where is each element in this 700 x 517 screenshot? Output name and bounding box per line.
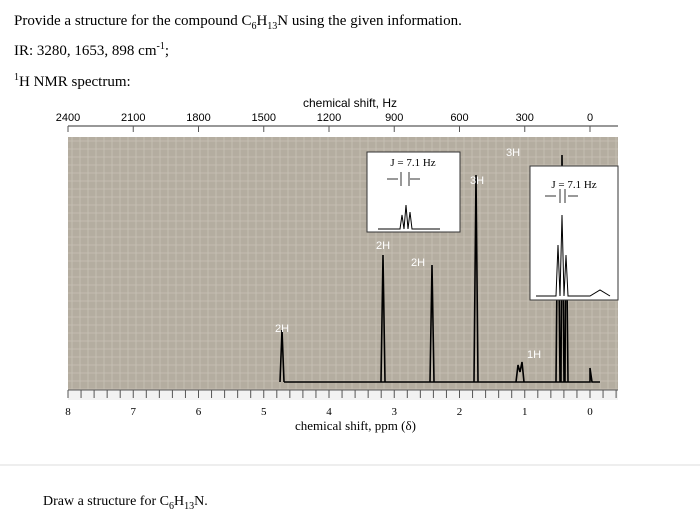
labels: 2400 2100 1800 1500 1200 900 600 300 0 8 7 6 5 4 3 2 1 0 3… bbox=[56, 112, 617, 418]
top-tick-label: 2100 bbox=[121, 112, 145, 124]
inset-trace bbox=[378, 204, 440, 230]
bottom-tick-label: 2 bbox=[457, 406, 463, 418]
bottom-tick-label: 0 bbox=[587, 406, 593, 418]
peak bbox=[429, 264, 435, 383]
coupling-label: J = 7.1 Hz bbox=[551, 179, 596, 191]
text: ; bbox=[165, 43, 169, 59]
top-tick-label: 1800 bbox=[186, 112, 210, 124]
top-tick-label: 600 bbox=[450, 112, 468, 124]
footer: Draw a structure for C6H13N. bbox=[43, 494, 208, 512]
ir-data: IR: 3280, 1653, 898 cm-1; bbox=[14, 41, 169, 59]
baseline-trace bbox=[284, 367, 600, 383]
peak-label: 2H bbox=[275, 323, 289, 335]
top-tick-label: 2400 bbox=[56, 112, 80, 124]
subscript: 13 bbox=[184, 501, 194, 512]
peak bbox=[515, 361, 525, 383]
subscript: 13 bbox=[267, 21, 277, 32]
top-axis-title: chemical shift, Hz bbox=[303, 96, 397, 110]
bottom-tick-label: 5 bbox=[261, 406, 267, 418]
top-tick-label: 300 bbox=[516, 112, 534, 124]
bottom-tick-label: 4 bbox=[326, 406, 332, 418]
coupling-label: J = 7.1 Hz bbox=[390, 157, 435, 169]
peak-label: 2H bbox=[411, 257, 425, 269]
peak bbox=[380, 254, 386, 383]
subscript: 6 bbox=[169, 501, 174, 512]
text: IR: 3280, 1653, 898 cm bbox=[14, 43, 157, 59]
top-tick-label: 1200 bbox=[317, 112, 341, 124]
inset-trace bbox=[536, 214, 611, 297]
nmr-label: 1H NMR spectrum: bbox=[14, 72, 131, 90]
peak-label: 3H bbox=[470, 175, 484, 187]
bottom-axis-title: chemical shift, ppm (δ) bbox=[295, 418, 416, 433]
bottom-tick-label: 1 bbox=[522, 406, 528, 418]
text: N using the given information. bbox=[277, 13, 462, 29]
text: H bbox=[174, 494, 184, 509]
text: H bbox=[256, 13, 267, 29]
inset-arrows bbox=[545, 189, 578, 203]
superscript: 1 bbox=[14, 72, 19, 83]
bottom-axis-bar bbox=[68, 390, 618, 400]
text: Provide a structure for the compound C bbox=[14, 13, 251, 29]
inset-arrows bbox=[387, 172, 420, 186]
text: H NMR spectrum: bbox=[19, 74, 131, 90]
inset-box bbox=[529, 165, 619, 301]
superscript: -1 bbox=[157, 41, 165, 52]
peak-label: 2H bbox=[376, 240, 390, 252]
text: N. bbox=[194, 494, 208, 509]
peak bbox=[279, 329, 285, 383]
question: Provide a structure for the compound C6H… bbox=[14, 13, 462, 32]
peak-label: 3H bbox=[506, 147, 520, 159]
bottom-tick-label: 7 bbox=[131, 406, 137, 418]
peak bbox=[473, 174, 479, 383]
inset-box bbox=[366, 151, 461, 233]
top-tick-label: 0 bbox=[587, 112, 593, 124]
text: Draw a structure for C bbox=[43, 494, 169, 509]
bottom-tick-label: 6 bbox=[196, 406, 202, 418]
peak-label: 1H bbox=[527, 349, 541, 361]
bottom-tick-label: 3 bbox=[392, 406, 398, 418]
top-tick-label: 900 bbox=[385, 112, 403, 124]
subscript: 6 bbox=[251, 21, 256, 32]
bottom-tick-label: 8 bbox=[65, 406, 71, 418]
top-tick-label: 1500 bbox=[252, 112, 276, 124]
